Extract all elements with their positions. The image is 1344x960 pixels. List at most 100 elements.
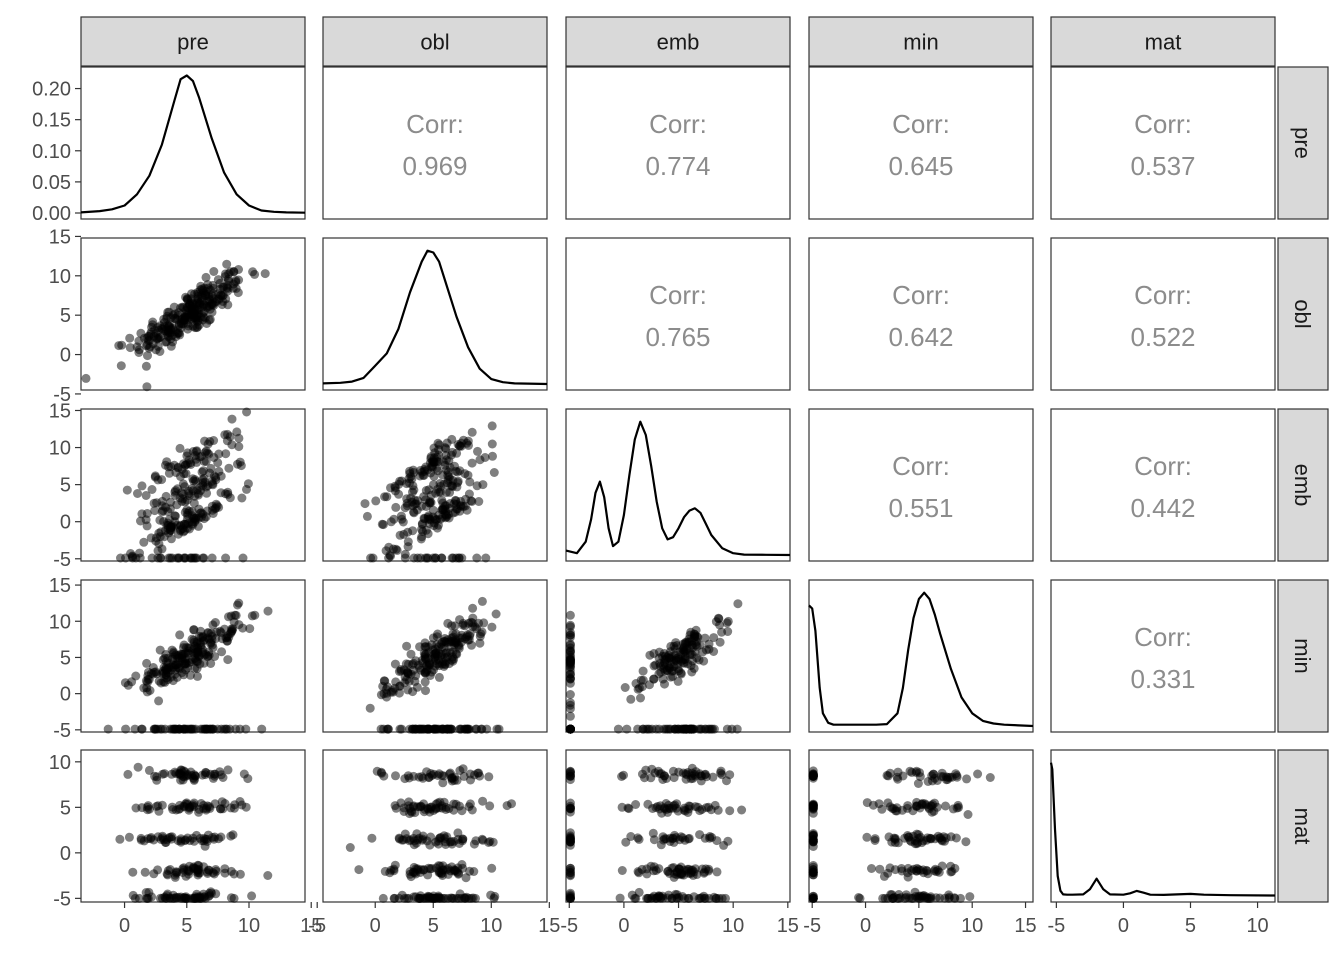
strip-right-obl (1277, 237, 1329, 391)
scatter-point (422, 666, 431, 676)
scatter-point (565, 863, 575, 873)
scatter-point (133, 762, 143, 772)
x-tick-label-min: 15 (1014, 915, 1036, 937)
scatter-point (103, 724, 113, 734)
scatter-point (808, 808, 818, 818)
scatter-point (441, 802, 451, 812)
scatter-point (892, 772, 902, 782)
scatter-point (180, 507, 190, 517)
scatter-point (226, 611, 236, 621)
scatter-point (615, 893, 625, 903)
scatter-point (488, 837, 498, 847)
scatter-point (658, 893, 668, 903)
scatter-point (662, 653, 672, 662)
scatter-point (180, 460, 190, 470)
scatter-point (431, 803, 441, 813)
scatter-point (147, 553, 157, 563)
x-tick-label-pre: 5 (181, 915, 192, 937)
scatter-point (238, 623, 248, 633)
scatter-point (676, 832, 686, 842)
scatter-point (458, 834, 468, 844)
scatter-point (208, 620, 218, 630)
scatter-point (116, 361, 126, 371)
corr-value-emb-mat: 0.442 (1130, 493, 1195, 523)
scatter-point (626, 694, 636, 704)
scatter-point (192, 553, 202, 563)
scatter-point (466, 775, 475, 785)
scatter-point (121, 553, 130, 563)
scatter-point (159, 669, 168, 679)
scatter-point (227, 625, 237, 635)
scatter-point (867, 864, 876, 873)
scatter-point (891, 806, 901, 816)
scatter-point (216, 804, 225, 814)
scatter-point (216, 770, 226, 780)
scatter-point (565, 837, 575, 847)
scatter-point (908, 806, 918, 816)
scatter-point (426, 452, 436, 462)
scatter-point (473, 446, 482, 456)
scatter-point (488, 451, 497, 461)
scatter-point (671, 889, 680, 899)
scatter-point (360, 499, 370, 509)
scatter-point (141, 888, 151, 897)
scatter-point (227, 414, 237, 424)
scatter-point (408, 687, 418, 697)
scatter-point (447, 621, 457, 631)
panel-mat-mat (1050, 749, 1276, 903)
scatter-point (910, 836, 920, 846)
scatter-point (263, 871, 273, 880)
scatter-point (468, 613, 478, 623)
scatter-point (453, 640, 463, 650)
panel-pre-mat (1050, 66, 1276, 220)
scatter-point (209, 436, 219, 445)
scatter-point (411, 724, 421, 734)
scatter-point (124, 832, 134, 842)
scatter-point (421, 502, 431, 511)
scatter-point (450, 495, 460, 505)
scatter-point (429, 893, 439, 903)
scatter-point (394, 479, 404, 489)
scatter-point (492, 724, 502, 734)
panel-emb-mat (1050, 408, 1276, 562)
scatter-point (491, 609, 501, 619)
scatter-point (651, 724, 661, 734)
scatter-point (477, 596, 487, 606)
scatter-point (211, 475, 221, 485)
scatter-point (565, 888, 575, 898)
scatter-point (209, 267, 219, 276)
scatter-point (203, 652, 213, 662)
scatter-point (649, 835, 659, 845)
scatter-point (200, 841, 210, 851)
scatter-point (157, 501, 167, 511)
scatter-point (371, 496, 381, 506)
scatter-point (447, 434, 457, 444)
scatter-point (875, 864, 885, 874)
scatter-point (163, 889, 173, 899)
y-tick-label-density: 0.15 (32, 110, 71, 132)
scatter-point (180, 553, 190, 563)
scatter-point (951, 769, 961, 779)
strip-label-row-obl: obl (1290, 299, 1315, 328)
scatter-min-vs-obl (365, 596, 504, 734)
scatter-point (250, 610, 260, 620)
scatter-point (217, 300, 227, 310)
scatter-point (131, 671, 141, 681)
scatter-point (433, 466, 443, 476)
scatter-point (445, 487, 455, 497)
scatter-point (170, 314, 180, 324)
scatter-point (418, 527, 428, 536)
scatter-point (962, 774, 972, 784)
scatter-point (149, 869, 159, 879)
scatter-point (182, 451, 192, 461)
scatter-point (437, 553, 446, 563)
scatter-point (440, 648, 450, 658)
scatter-point (210, 652, 220, 661)
scatter-point (397, 514, 407, 524)
scatter-point (439, 771, 449, 781)
y-tick-label-mat: 0 (60, 843, 71, 865)
scatter-point (178, 302, 187, 312)
scatter-point (808, 865, 818, 874)
scatter-point (201, 272, 211, 282)
strip-right-emb (1277, 408, 1329, 562)
